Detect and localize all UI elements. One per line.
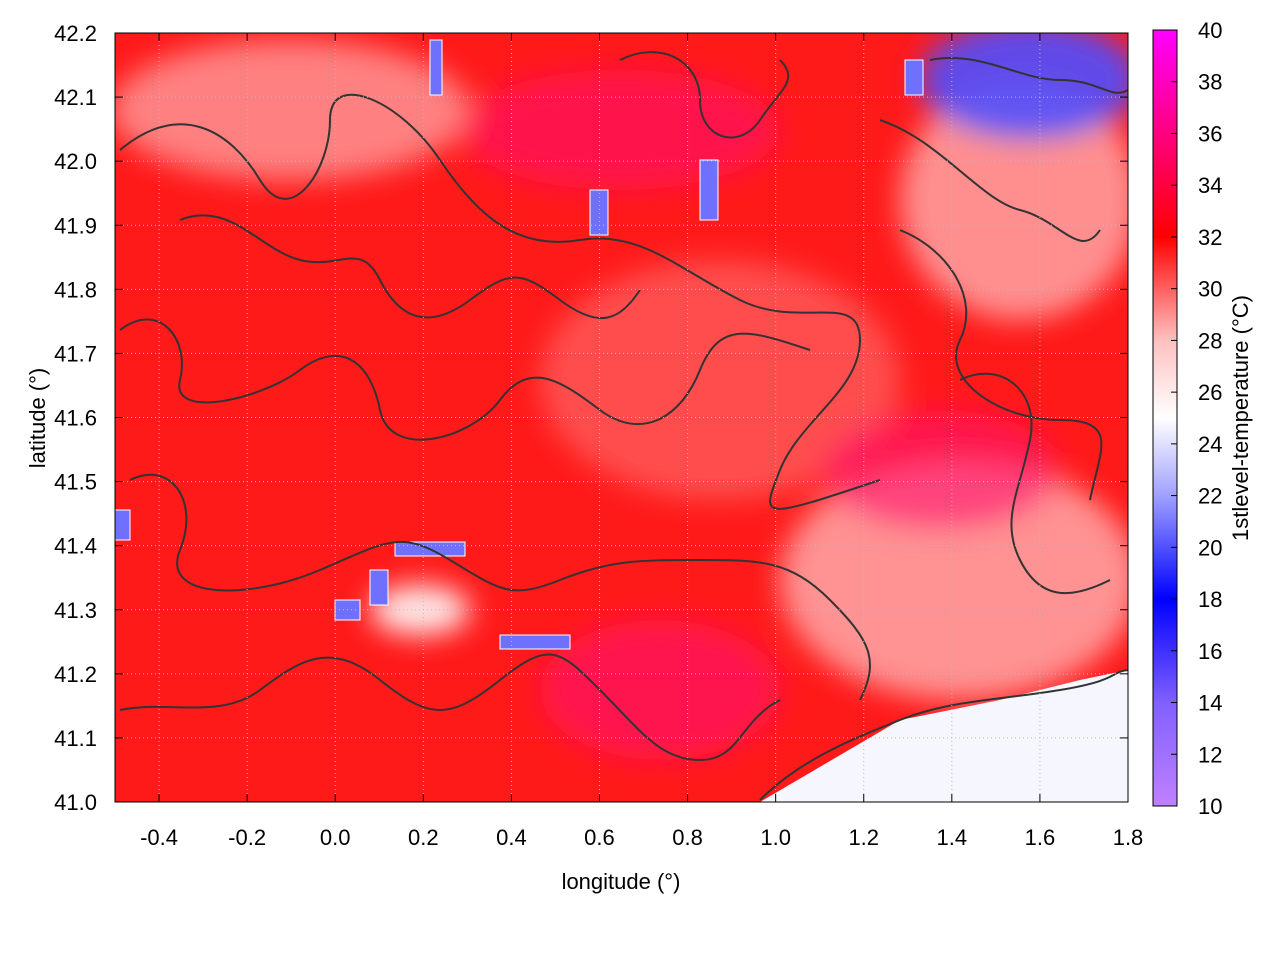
warm-patch — [540, 260, 900, 500]
colorbar-tick-label: 22 — [1198, 484, 1222, 509]
contour-line — [899, 229, 1103, 501]
warm-patch — [780, 460, 1128, 700]
contour-line — [759, 669, 1128, 801]
colorbar-ticks: 10 12 14 16 18 20 22 24 26 28 30 32 34 36 38 40 — [1171, 18, 1222, 819]
x-tick-label: 0.0 — [320, 825, 351, 850]
hot-patch — [540, 620, 780, 760]
y-tick-label: 41.2 — [54, 662, 97, 687]
cool-patch — [920, 33, 1128, 140]
x-axis-label: longitude (°) — [562, 869, 681, 894]
x-tick-label: 1.8 — [1113, 825, 1144, 850]
warm-patch — [900, 80, 1128, 320]
colorbar-tick-label: 28 — [1198, 328, 1222, 353]
y-tick-label: 41.0 — [54, 790, 97, 815]
colorbar-label: 1stlevel-temperature (°C) — [1228, 295, 1253, 541]
hot-patch — [460, 70, 780, 190]
contour-line — [959, 372, 1111, 594]
x-tick-label: 0.6 — [584, 825, 615, 850]
contour-line — [619, 51, 790, 139]
colorbar-tick-label: 34 — [1198, 173, 1222, 198]
x-axis-ticks: -0.4 -0.2 0.0 0.2 0.4 0.6 0.8 1.0 1.2 1.4 1.6 1.8 — [140, 33, 1143, 850]
cool-spot — [699, 159, 719, 221]
x-tick-label: -0.2 — [228, 825, 266, 850]
plot-area — [115, 33, 1128, 802]
colorbar-tick-label: 14 — [1198, 691, 1222, 716]
cool-spot — [499, 634, 571, 650]
x-tick-label: 1.6 — [1025, 825, 1056, 850]
x-tick-label: 0.2 — [408, 825, 439, 850]
colorbar-tick-label: 20 — [1198, 535, 1222, 560]
cool-spot — [369, 569, 389, 606]
x-tick-label: 0.8 — [672, 825, 703, 850]
cool-spot — [589, 189, 609, 236]
x-tick-label: -0.4 — [140, 825, 178, 850]
colorbar-tick-label: 12 — [1198, 742, 1222, 767]
cool-spot — [904, 59, 924, 96]
colorbar-tick-label: 38 — [1198, 70, 1222, 95]
y-tick-label: 42.2 — [54, 21, 97, 46]
x-tick-label: 1.4 — [937, 825, 968, 850]
contour-line — [129, 473, 871, 701]
y-axis-label: latitude (°) — [25, 368, 50, 469]
contour-line — [179, 214, 641, 319]
colorbar — [1152, 29, 1178, 807]
colorbar-tick-label: 18 — [1198, 587, 1222, 612]
colorbar-tick-label: 26 — [1198, 380, 1222, 405]
y-tick-label: 41.5 — [54, 470, 97, 495]
colorbar-tick-label: 16 — [1198, 639, 1222, 664]
colorbar-tick-label: 32 — [1198, 225, 1222, 250]
colorbar-tick-label: 30 — [1198, 277, 1222, 302]
warm-patch — [115, 40, 470, 180]
y-tick-label: 41.7 — [54, 341, 97, 366]
y-tick-label: 42.1 — [54, 85, 97, 110]
coast-cool-region — [760, 670, 1128, 802]
colorbar-tick-label: 24 — [1198, 432, 1222, 457]
y-tick-label: 41.6 — [54, 406, 97, 431]
x-tick-label: 1.2 — [848, 825, 879, 850]
colorbar-tick-label: 40 — [1198, 18, 1222, 43]
y-tick-label: 41.8 — [54, 277, 97, 302]
contour-line — [879, 119, 1101, 242]
y-tick-label: 41.1 — [54, 726, 97, 751]
x-tick-label: 0.4 — [496, 825, 527, 850]
y-tick-label: 42.0 — [54, 149, 97, 174]
cool-spot — [429, 39, 443, 96]
colorbar-tick-label: 36 — [1198, 121, 1222, 146]
colorbar-tick-label: 10 — [1198, 794, 1222, 819]
y-tick-label: 41.3 — [54, 598, 97, 623]
contour-line — [119, 318, 811, 441]
x-tick-label: 1.0 — [760, 825, 791, 850]
cool-spot — [115, 509, 131, 541]
contour-line — [929, 57, 1128, 94]
contour-line — [119, 93, 881, 510]
hot-patch — [820, 410, 1060, 530]
y-axis-ticks: 41.0 41.1 41.2 41.3 41.4 41.5 41.6 41.7 41.8 41.9… — [54, 21, 1128, 815]
contour-line — [119, 653, 781, 762]
contour-lines — [119, 51, 1128, 801]
y-tick-label: 41.9 — [54, 213, 97, 238]
y-tick-label: 41.4 — [54, 534, 97, 559]
